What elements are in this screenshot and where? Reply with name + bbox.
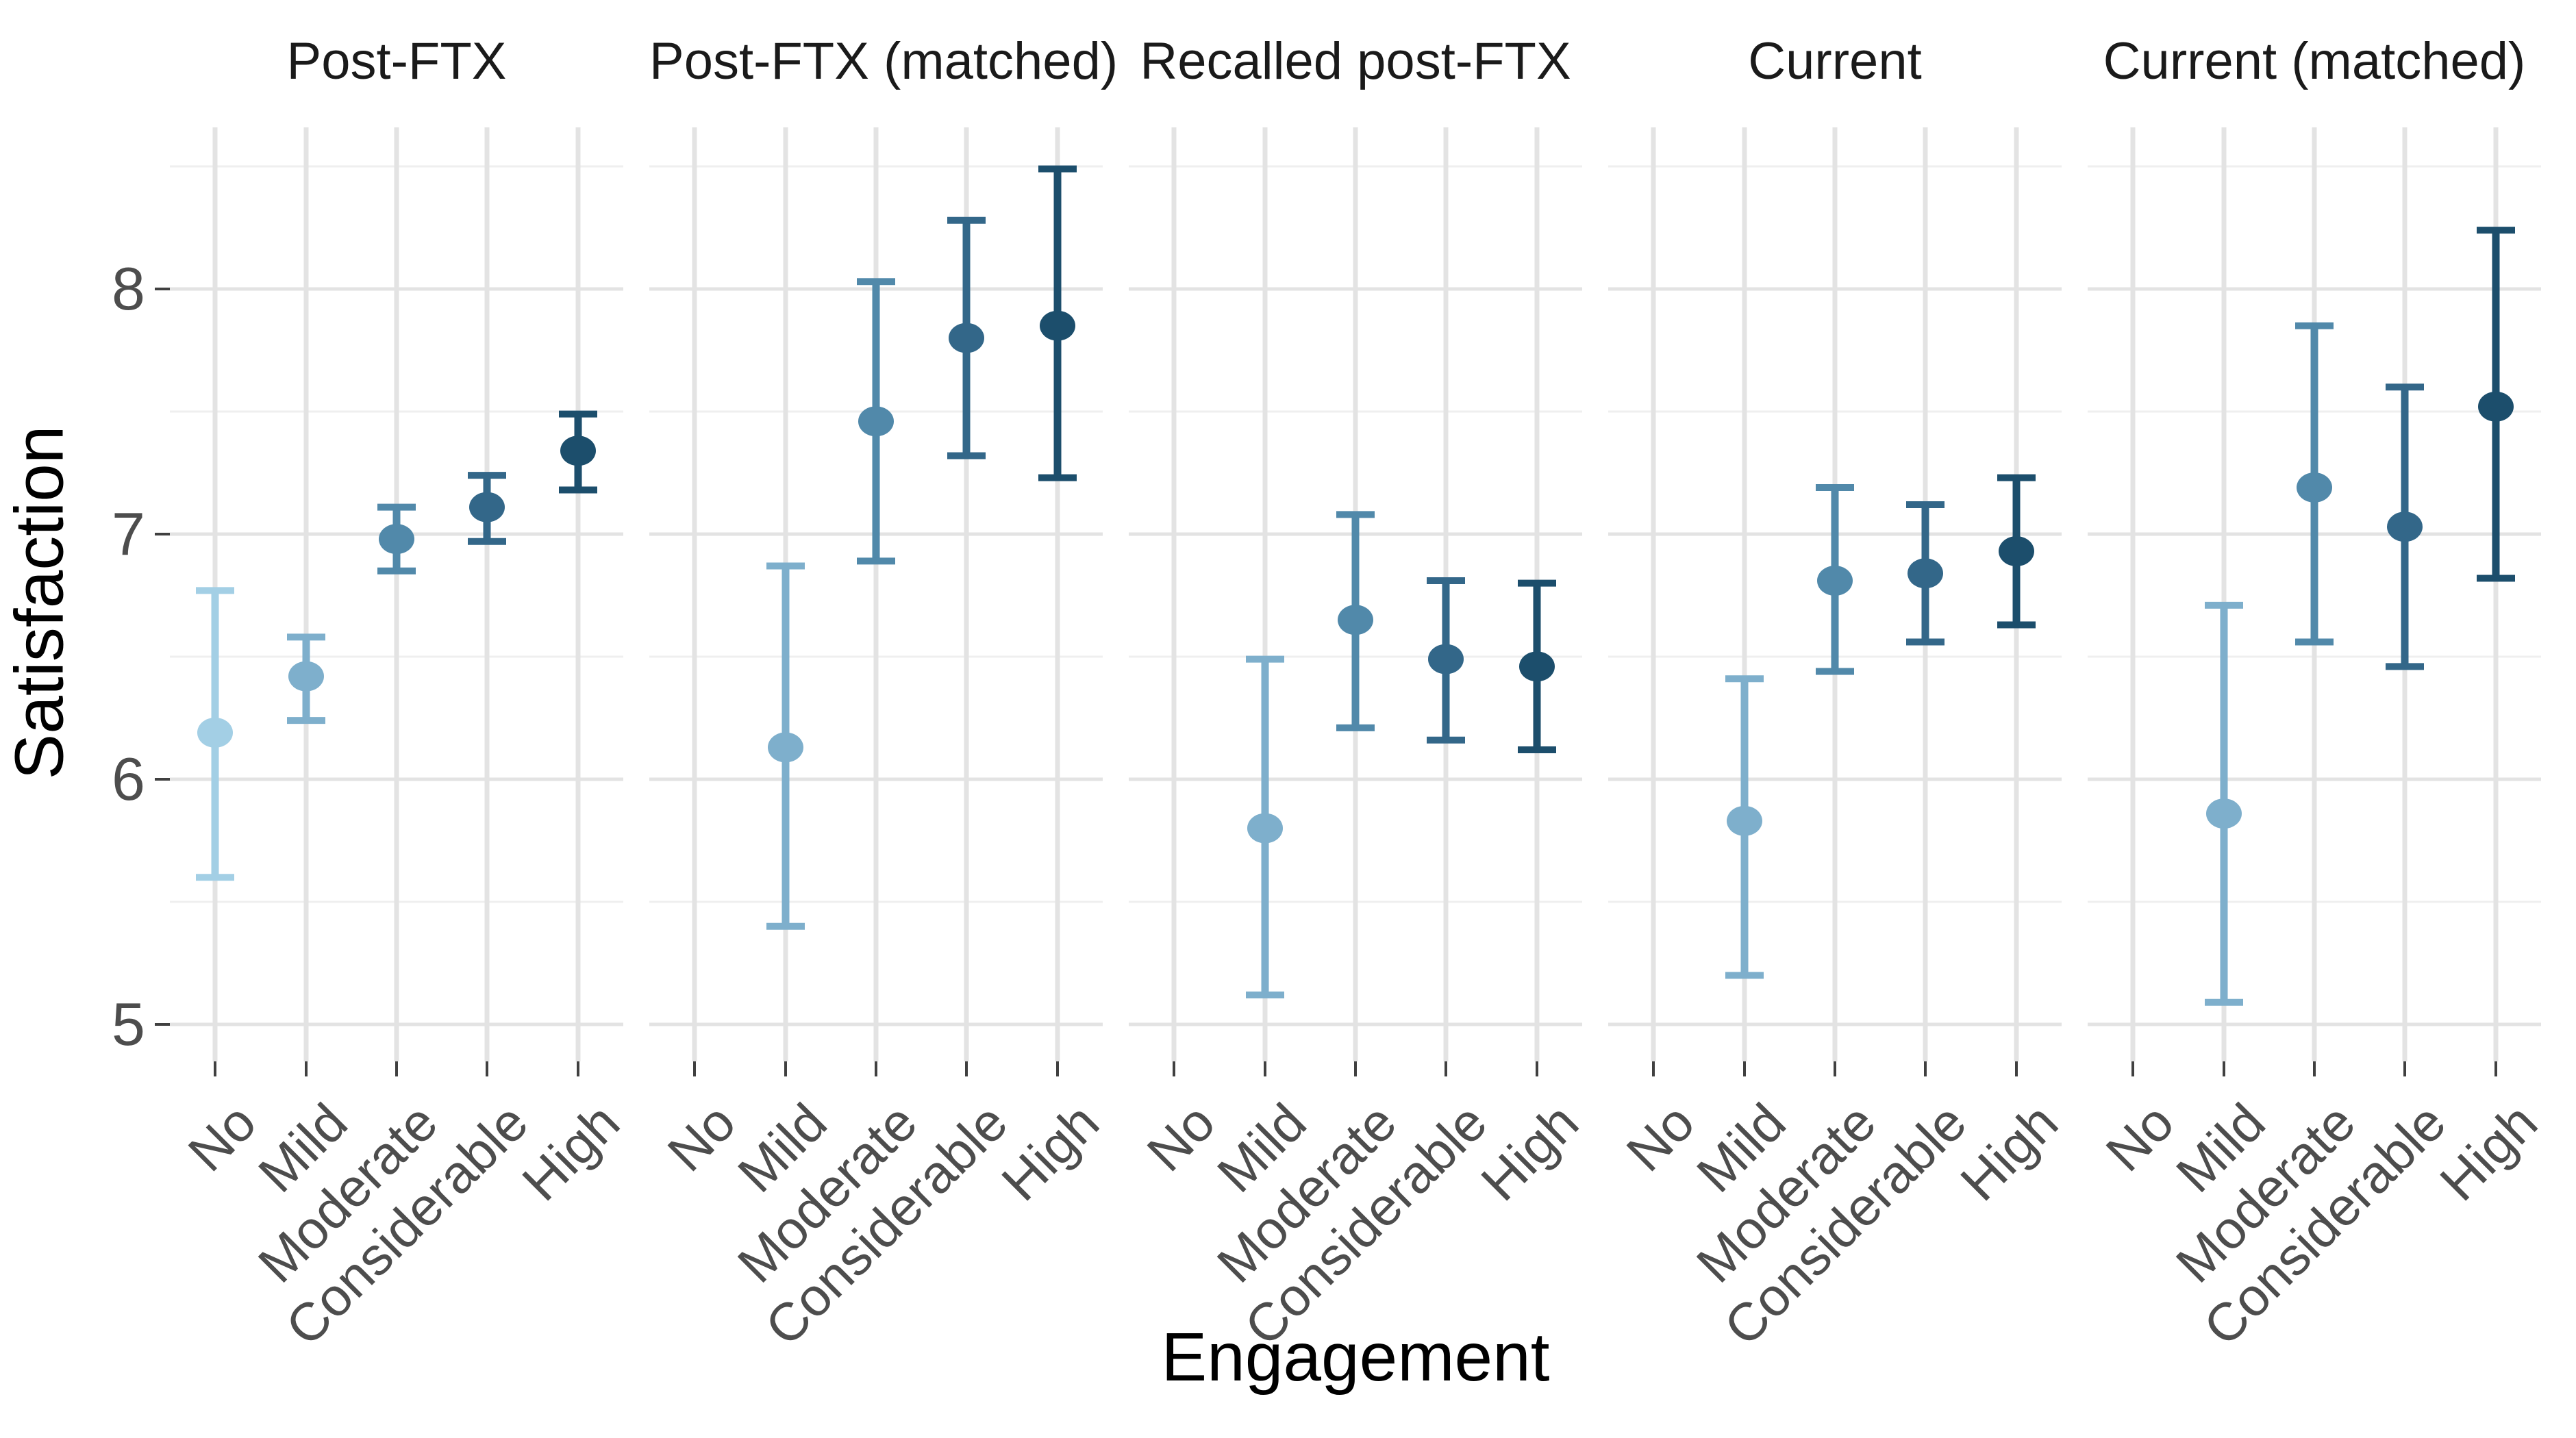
facet-panel: Current <box>1608 0 2062 1438</box>
point-marker <box>469 492 505 522</box>
point-marker <box>949 323 984 353</box>
point-marker <box>1519 651 1555 682</box>
y-axis-title: Satisfaction <box>1 425 78 780</box>
point-marker <box>858 406 894 437</box>
y-tick-label: 8 <box>112 255 145 323</box>
point-marker <box>2387 512 2423 542</box>
point-marker <box>2297 472 2332 503</box>
point-marker <box>1908 558 1943 589</box>
facet-title: Post-FTX (matched) <box>649 32 1118 90</box>
point-marker <box>1727 805 1762 836</box>
y-tick <box>155 288 170 290</box>
facet-panel: Recalled post-FTX <box>1129 0 1582 1438</box>
point-marker <box>1817 566 1853 596</box>
point-marker <box>197 717 233 748</box>
y-tick-label: 6 <box>112 745 145 813</box>
point-marker <box>1999 536 2034 567</box>
y-tick <box>155 778 170 781</box>
point-marker <box>2478 391 2514 422</box>
point-marker <box>1428 644 1464 674</box>
facet-panel: Post-FTX (matched) <box>649 0 1118 1438</box>
panel-plot-area <box>170 127 623 1076</box>
facet-title: Recalled post-FTX <box>1140 32 1571 90</box>
point-marker <box>560 436 596 466</box>
y-tick <box>155 533 170 535</box>
point-marker <box>1040 310 1075 341</box>
facet-panel: Post-FTX <box>170 0 623 1438</box>
facet-panel: Current (matched) <box>2088 0 2541 1438</box>
point-marker <box>2206 798 2242 829</box>
y-tick <box>155 1023 170 1026</box>
y-tick-label: 7 <box>112 500 145 568</box>
point-marker <box>1247 813 1283 844</box>
point-marker <box>1338 605 1373 635</box>
point-marker <box>768 732 803 763</box>
facet-title: Post-FTX <box>286 32 507 90</box>
panel-plot-area <box>1129 127 1582 1076</box>
point-marker <box>288 661 324 692</box>
facet-title: Current <box>1748 32 1922 90</box>
panel-plot-area <box>649 127 1103 1076</box>
facet-title: Current (matched) <box>2103 32 2526 90</box>
y-tick-label: 5 <box>112 990 145 1058</box>
panel-plot-area <box>1608 127 2062 1076</box>
point-marker <box>379 524 414 555</box>
x-axis-title: Engagement <box>1161 1319 1550 1396</box>
panel-plot-area <box>2088 127 2541 1076</box>
